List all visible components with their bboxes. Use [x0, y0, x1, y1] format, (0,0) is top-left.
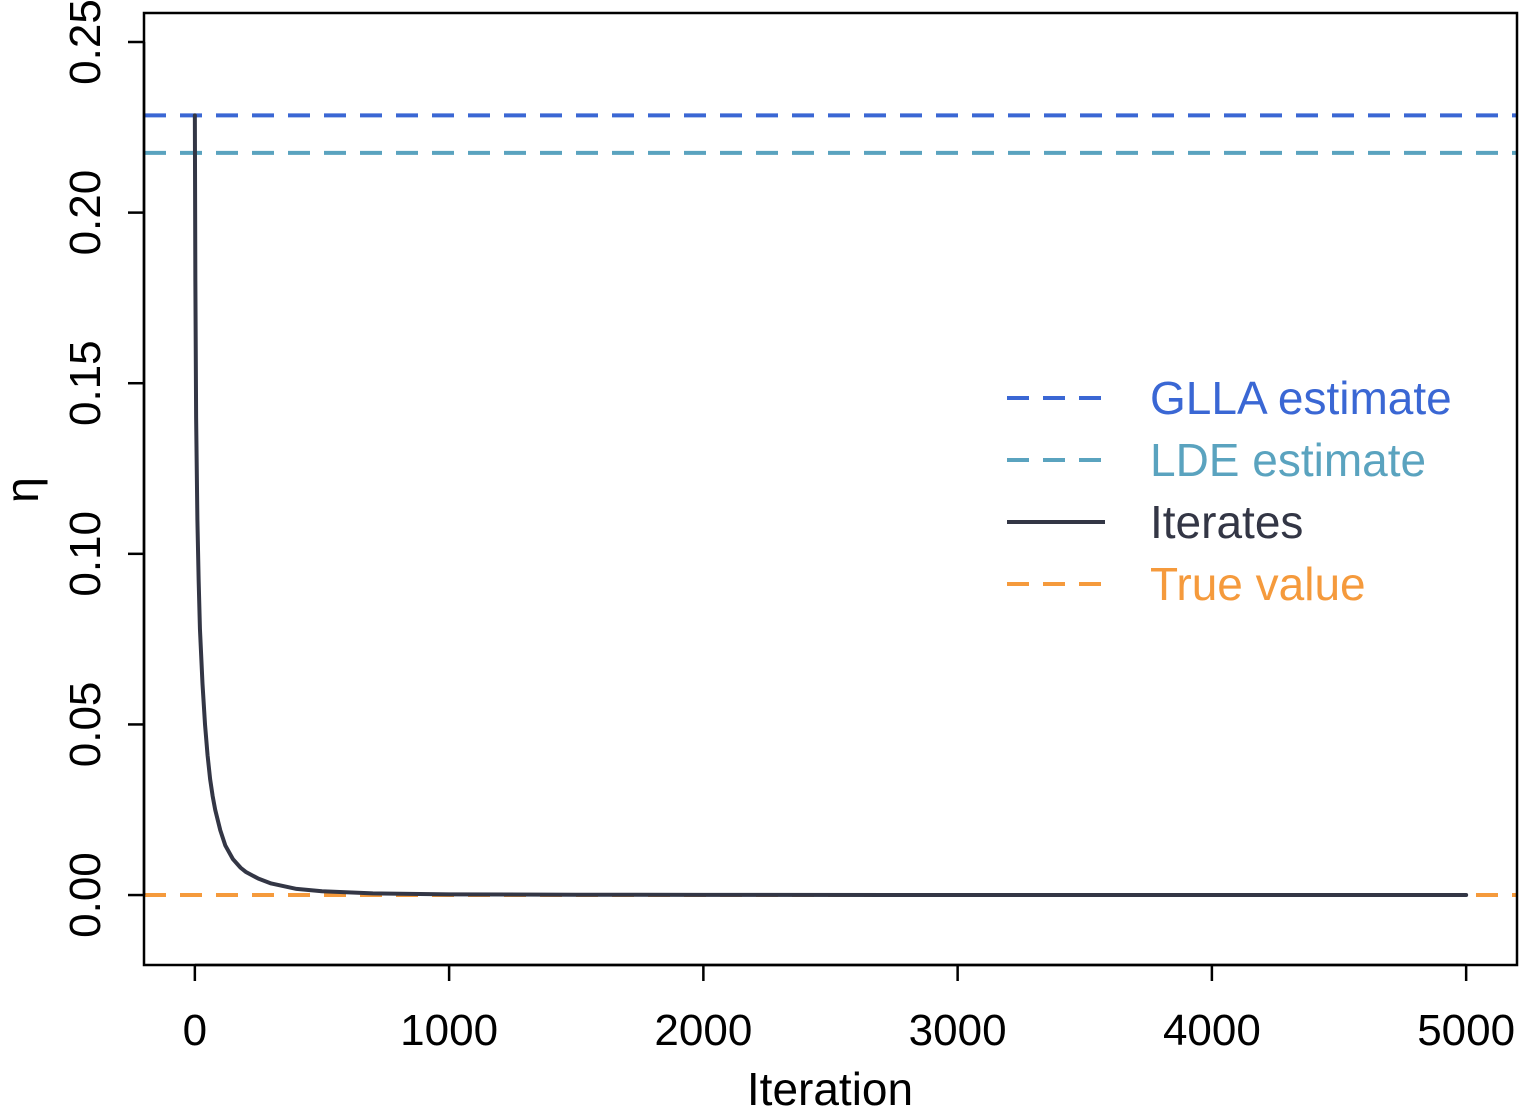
legend: GLLA estimate LDE estimate Iterates True va…: [1007, 372, 1452, 610]
y-tick-label: 0.05: [61, 682, 110, 768]
y-axis-title: η: [0, 477, 48, 503]
y-tick-label: 0.25: [61, 0, 110, 85]
legend-label: GLLA estimate: [1150, 372, 1452, 424]
x-tick-label: 3000: [909, 1006, 1007, 1055]
legend-label: LDE estimate: [1150, 434, 1426, 486]
plot-area: [144, 113, 1517, 898]
x-axis-title: Iteration: [747, 1063, 913, 1110]
series-line-iterates: [192, 113, 1469, 898]
y-tick-label: 0.10: [61, 511, 110, 597]
legend-label: True value: [1150, 558, 1366, 610]
x-axis: 0 1000 2000 3000 4000 5000: [183, 963, 1515, 1055]
y-axis: 0.00 0.05 0.10 0.15 0.20 0.25: [61, 0, 146, 938]
x-tick-label: 2000: [654, 1006, 752, 1055]
x-tick-label: 5000: [1417, 1006, 1515, 1055]
y-tick-label: 0.00: [61, 852, 110, 938]
x-tick-label: 1000: [400, 1006, 498, 1055]
y-tick-label: 0.15: [61, 340, 110, 426]
y-tick-label: 0.20: [61, 170, 110, 256]
x-tick-label: 4000: [1163, 1006, 1261, 1055]
x-tick-label: 0: [183, 1006, 207, 1055]
legend-label: Iterates: [1150, 496, 1303, 548]
